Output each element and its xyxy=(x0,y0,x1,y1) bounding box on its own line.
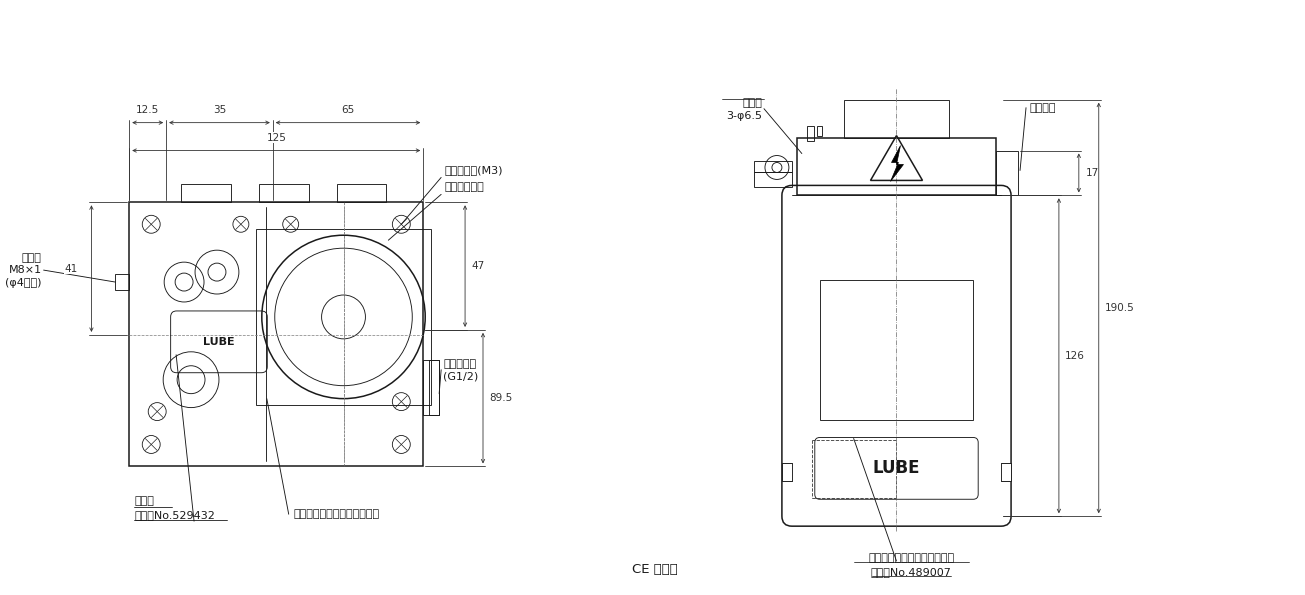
Text: 89.5: 89.5 xyxy=(489,393,513,403)
Text: 47: 47 xyxy=(471,261,484,271)
Text: 17: 17 xyxy=(1086,168,1099,178)
Text: 12.5: 12.5 xyxy=(136,105,159,115)
Bar xyxy=(806,126,814,140)
Text: コードNo.529432: コードNo.529432 xyxy=(134,510,215,520)
Text: 取付穴: 取付穴 xyxy=(743,98,762,108)
Text: M8×1: M8×1 xyxy=(9,265,42,275)
Bar xyxy=(181,184,231,202)
Bar xyxy=(337,184,386,202)
Bar xyxy=(429,360,440,415)
Bar xyxy=(129,202,423,466)
Text: (G1/2): (G1/2) xyxy=(444,372,479,382)
Bar xyxy=(256,229,431,405)
Text: 電線引出口: 電線引出口 xyxy=(444,359,476,369)
Text: 126: 126 xyxy=(1065,351,1084,361)
Text: 3-φ6.5: 3-φ6.5 xyxy=(726,111,762,121)
Bar xyxy=(423,360,440,415)
Bar xyxy=(754,161,792,173)
Text: サクションフィルターセット: サクションフィルターセット xyxy=(868,553,954,563)
Text: インスタントフィードボタン: インスタントフィードボタン xyxy=(294,509,380,519)
Bar xyxy=(996,151,1018,195)
Text: 給油口: 給油口 xyxy=(134,496,154,506)
Text: 35: 35 xyxy=(213,105,226,115)
Bar xyxy=(797,137,996,195)
Text: アースマーク: アースマーク xyxy=(444,183,484,192)
Bar xyxy=(115,274,129,290)
Text: 190.5: 190.5 xyxy=(1105,303,1134,313)
Bar xyxy=(1001,464,1011,481)
Polygon shape xyxy=(890,146,903,181)
Text: LUBE: LUBE xyxy=(873,459,920,477)
Bar xyxy=(258,184,309,202)
Text: 125: 125 xyxy=(266,133,286,143)
Text: 吐出口: 吐出口 xyxy=(22,253,42,263)
Text: (φ4配管): (φ4配管) xyxy=(5,278,42,288)
Bar xyxy=(820,280,974,419)
Text: LUBE: LUBE xyxy=(204,337,235,347)
Bar xyxy=(817,126,822,136)
Bar xyxy=(844,100,949,137)
Text: コードNo.489007: コードNo.489007 xyxy=(870,567,951,577)
Text: アース端子(M3): アース端子(M3) xyxy=(444,165,502,176)
Text: 41: 41 xyxy=(64,264,77,274)
Bar xyxy=(782,464,792,481)
Bar xyxy=(754,173,792,187)
Text: 65: 65 xyxy=(342,105,355,115)
Text: CE 対応型: CE 対応型 xyxy=(632,562,677,575)
Text: パッキン: パッキン xyxy=(1030,103,1056,112)
